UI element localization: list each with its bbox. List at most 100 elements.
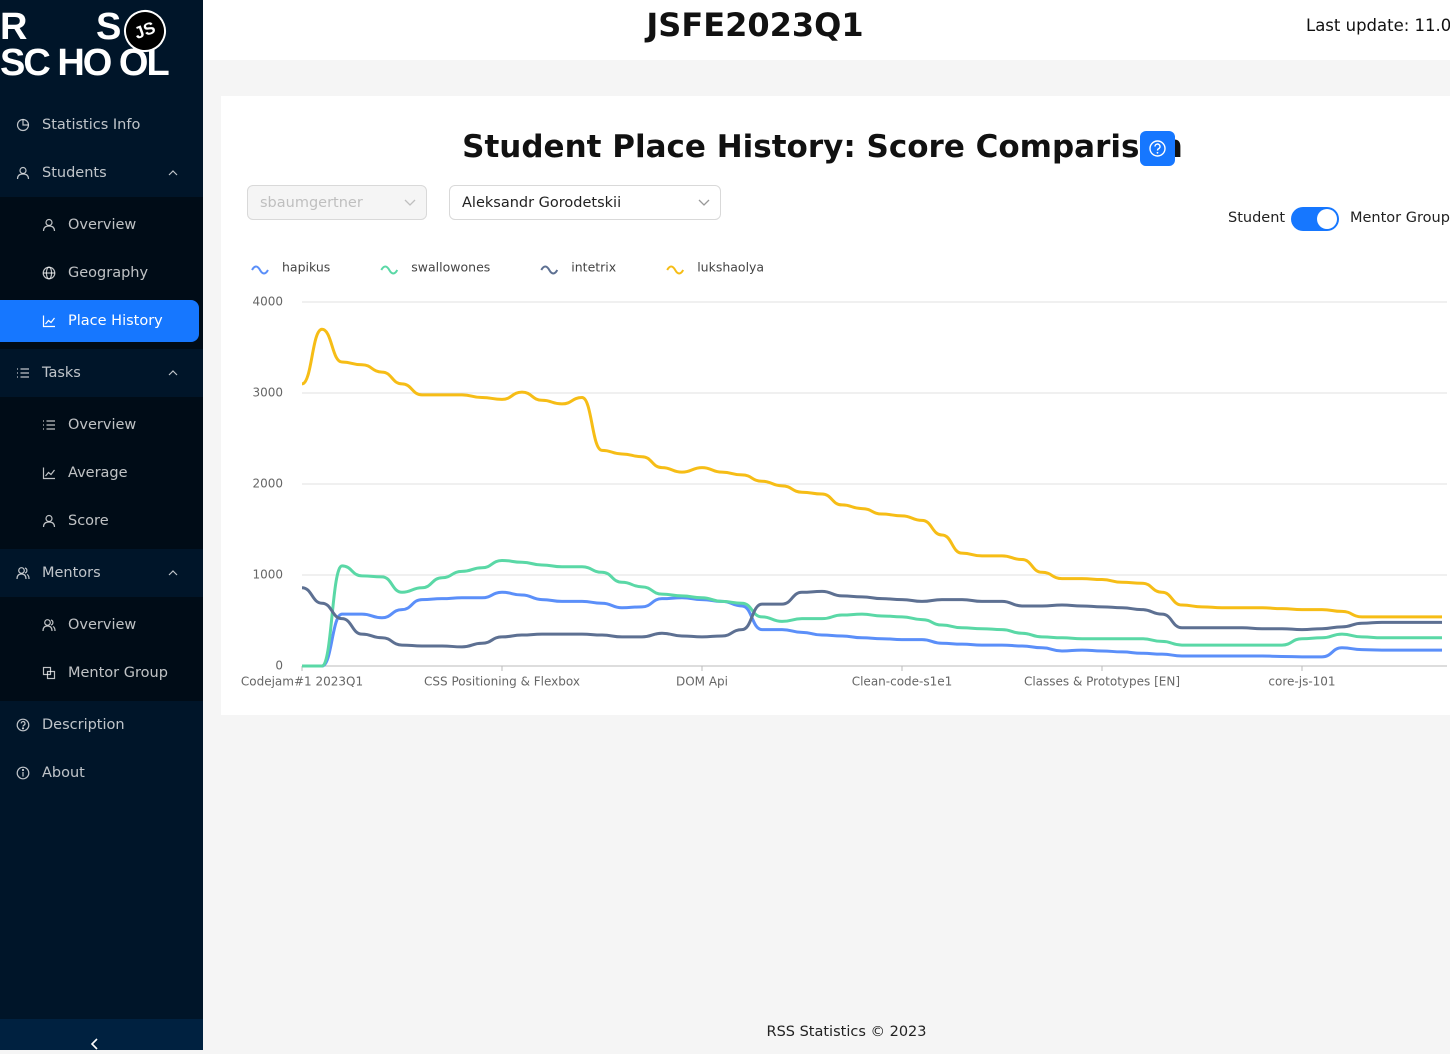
toggle[interactable]	[1291, 207, 1339, 231]
toggle-knob	[1317, 209, 1337, 229]
collapse-icon	[90, 1038, 98, 1050]
x-tick-label: CSS Positioning & Flexbox	[424, 675, 580, 689]
footer: RSS Statistics © 2023	[203, 1024, 1450, 1040]
legend-label: intetrix	[571, 260, 616, 275]
menu-label: Statistics Info	[42, 117, 141, 133]
menu-item[interactable]: Students	[0, 149, 203, 197]
submenu-label: Overview	[68, 417, 137, 433]
select-arrow	[404, 199, 416, 206]
submenu-item[interactable]: Overview	[0, 201, 203, 249]
submenu-label: Score	[68, 513, 109, 529]
chart: 0 1000 2000 3000 4000 Codejam#1 2023Q1 CSS Pos…	[241, 260, 1447, 689]
menu-label: Tasks	[42, 365, 81, 381]
menu: Statistics Info Students Overview Geography…	[0, 101, 203, 797]
x-tick-label: core-js-101	[1268, 675, 1335, 689]
arrow	[404, 199, 416, 206]
menu-item[interactable]: About	[0, 749, 203, 797]
menu-icon	[42, 467, 55, 480]
y-tick-label: 2000	[252, 477, 283, 491]
menu-icon	[16, 166, 30, 180]
sidebar: R S SC HO OL JS Statistics Info Students O…	[0, 0, 203, 1050]
legend-label: hapikus	[282, 260, 330, 275]
card: Student Place History: Score Comparison …	[221, 96, 1450, 715]
collapse-button[interactable]	[0, 1019, 203, 1050]
menu-icon	[42, 266, 56, 280]
menu-icon	[17, 368, 29, 378]
menu-icon	[42, 619, 56, 632]
submenu-label: Average	[68, 465, 128, 481]
header-title: JSFE2023Q1	[646, 6, 864, 44]
line-series	[301, 586, 1442, 649]
menu-label: Description	[42, 717, 125, 733]
menu-icon	[16, 118, 30, 132]
menu-icon	[42, 218, 56, 232]
mentor-select-text: Aleksandr Gorodetskii	[462, 194, 622, 211]
x-tick-label: Classes & Prototypes [EN]	[1024, 675, 1180, 689]
legend-icon	[540, 265, 559, 275]
logo-badge-text: JS	[131, 18, 158, 44]
legend-label: lukshaolya	[697, 260, 764, 275]
x-tick-label: Clean-code-s1e1	[852, 675, 953, 689]
legend-item[interactable]: intetrix	[540, 260, 616, 275]
legend-item[interactable]: hapikus	[251, 260, 330, 275]
menu-item[interactable]: Mentors	[0, 549, 203, 597]
line-series	[301, 590, 1442, 668]
legend-icon	[251, 265, 269, 275]
menu-icon	[16, 766, 30, 780]
menu-icon	[43, 420, 55, 430]
submenu-item[interactable]: Mentor Group	[0, 649, 203, 697]
submenu-label: Overview	[68, 617, 137, 633]
menu-item[interactable]: Statistics Info	[0, 101, 203, 149]
submenu-arrow	[168, 370, 178, 376]
legend-icon	[380, 265, 399, 275]
legend-item[interactable]: swallowones	[380, 260, 490, 275]
footer-text: RSS Statistics © 2023	[766, 1024, 927, 1040]
x-tick-label: Codejam#1 2023Q1	[241, 675, 363, 689]
y-tick-label: 3000	[252, 386, 283, 400]
x-tick-label: DOM Api	[676, 675, 728, 689]
submenu-arrow	[168, 570, 178, 576]
submenu-item[interactable]: Score	[0, 497, 203, 545]
line-series	[301, 327, 1442, 619]
legend-item[interactable]: lukshaolya	[666, 260, 764, 275]
chevron	[90, 1038, 98, 1050]
toggle-left-label: Student	[1228, 210, 1286, 226]
menu-icon	[16, 567, 30, 580]
arrow	[698, 199, 710, 206]
menu-icon	[42, 666, 56, 680]
submenu-item[interactable]: Geography	[0, 249, 203, 297]
legend-label: swallowones	[411, 260, 490, 275]
submenu-item[interactable]: Overview	[0, 601, 203, 649]
legend-icon	[666, 265, 685, 275]
menu-icon	[42, 315, 55, 328]
mentor-select[interactable]: Aleksandr Gorodetskii	[449, 185, 721, 220]
logo-s: S	[96, 6, 122, 48]
header: JSFE2023Q1 Last update: 11.07.	[203, 0, 1450, 60]
submenu-label: Mentor Group	[68, 665, 168, 681]
chart-title: Student Place History: Score Comparison	[462, 129, 1183, 165]
submenu: Overview Average Score	[0, 397, 203, 549]
logo-r: R	[0, 6, 28, 48]
toggle-right-label: Mentor Group	[1350, 210, 1450, 226]
submenu: Overview Mentor Group	[0, 597, 203, 701]
help-circle	[1149, 140, 1166, 157]
submenu-item[interactable]: Overview	[0, 401, 203, 449]
y-tick-label: 4000	[252, 295, 283, 309]
help-q	[1154, 143, 1161, 151]
submenu-item[interactable]: Place History	[0, 297, 203, 345]
menu-label: Mentors	[42, 565, 101, 581]
menu-label: Students	[42, 165, 107, 181]
submenu-item[interactable]: Average	[0, 449, 203, 497]
y-tick-label: 1000	[252, 568, 283, 582]
help-icon	[1149, 140, 1166, 157]
student-select[interactable]: sbaumgertner	[247, 185, 427, 220]
menu-item[interactable]: Tasks	[0, 349, 203, 397]
submenu-label: Place History	[68, 313, 163, 329]
help-button[interactable]	[1140, 131, 1175, 166]
menu-item[interactable]: Description	[0, 701, 203, 749]
menu-icon	[42, 514, 56, 528]
y-tick-label: 0	[275, 659, 283, 673]
select-arrow	[698, 199, 710, 206]
highlight	[0, 300, 199, 342]
